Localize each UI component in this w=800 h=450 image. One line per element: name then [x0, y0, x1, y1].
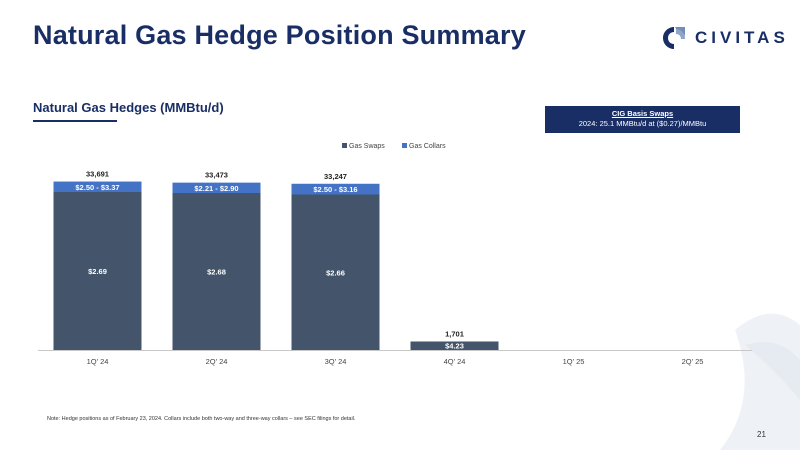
collar-bar [291, 183, 380, 195]
x-tick-label: 1Q' 24 [87, 357, 109, 366]
x-tick-label: 2Q' 24 [206, 357, 228, 366]
swap-bar [291, 194, 380, 350]
swap-bar [410, 341, 499, 350]
section-underline [33, 120, 117, 122]
total-volume-label: 1,701 [445, 329, 464, 338]
company-logo: CIVITAS [661, 25, 789, 51]
x-tick-label: 2Q' 25 [682, 357, 704, 366]
legend-swatch [342, 143, 347, 148]
x-tick-label: 3Q' 24 [325, 357, 347, 366]
swap-price-label: $2.68 [207, 268, 226, 277]
collar-price-label: $2.21 - $2.90 [194, 184, 238, 193]
collar-price-label: $2.50 - $3.37 [75, 183, 119, 192]
callout-text: 2024: 25.1 MMBtu/d at ($0.27)/MMBtu [578, 119, 707, 129]
footnote: Note: Hedge positions as of February 23,… [47, 416, 356, 422]
cig-basis-callout: CIG Basis Swaps 2024: 25.1 MMBtu/d at ($… [545, 106, 740, 133]
legend-label: Gas Collars [409, 143, 446, 150]
callout-title: CIG Basis Swaps [611, 109, 674, 118]
logo-text: CIVITAS [695, 28, 789, 47]
legend-label: Gas Swaps [349, 143, 385, 150]
page-number: 21 [757, 430, 766, 439]
x-tick-label: 4Q' 24 [444, 357, 466, 366]
swap-price-label: $4.23 [445, 342, 464, 351]
collar-bar [172, 182, 261, 193]
section-title: Natural Gas Hedges (MMBtu/d) [33, 100, 224, 115]
swap-price-label: $2.66 [326, 268, 345, 277]
collar-price-label: $2.50 - $3.16 [313, 185, 357, 194]
total-volume-label: 33,691 [86, 170, 109, 179]
total-volume-label: 33,247 [324, 172, 347, 181]
swap-price-label: $2.69 [88, 267, 107, 276]
collar-bar [53, 181, 142, 192]
slide-title: Natural Gas Hedge Position Summary [33, 20, 526, 50]
legend-swatch [402, 143, 407, 148]
x-tick-label: 1Q' 25 [563, 357, 585, 366]
logo-mark-icon [663, 27, 685, 49]
swap-bar [53, 192, 142, 350]
swap-bar [172, 193, 261, 350]
total-volume-label: 33,473 [205, 171, 228, 180]
